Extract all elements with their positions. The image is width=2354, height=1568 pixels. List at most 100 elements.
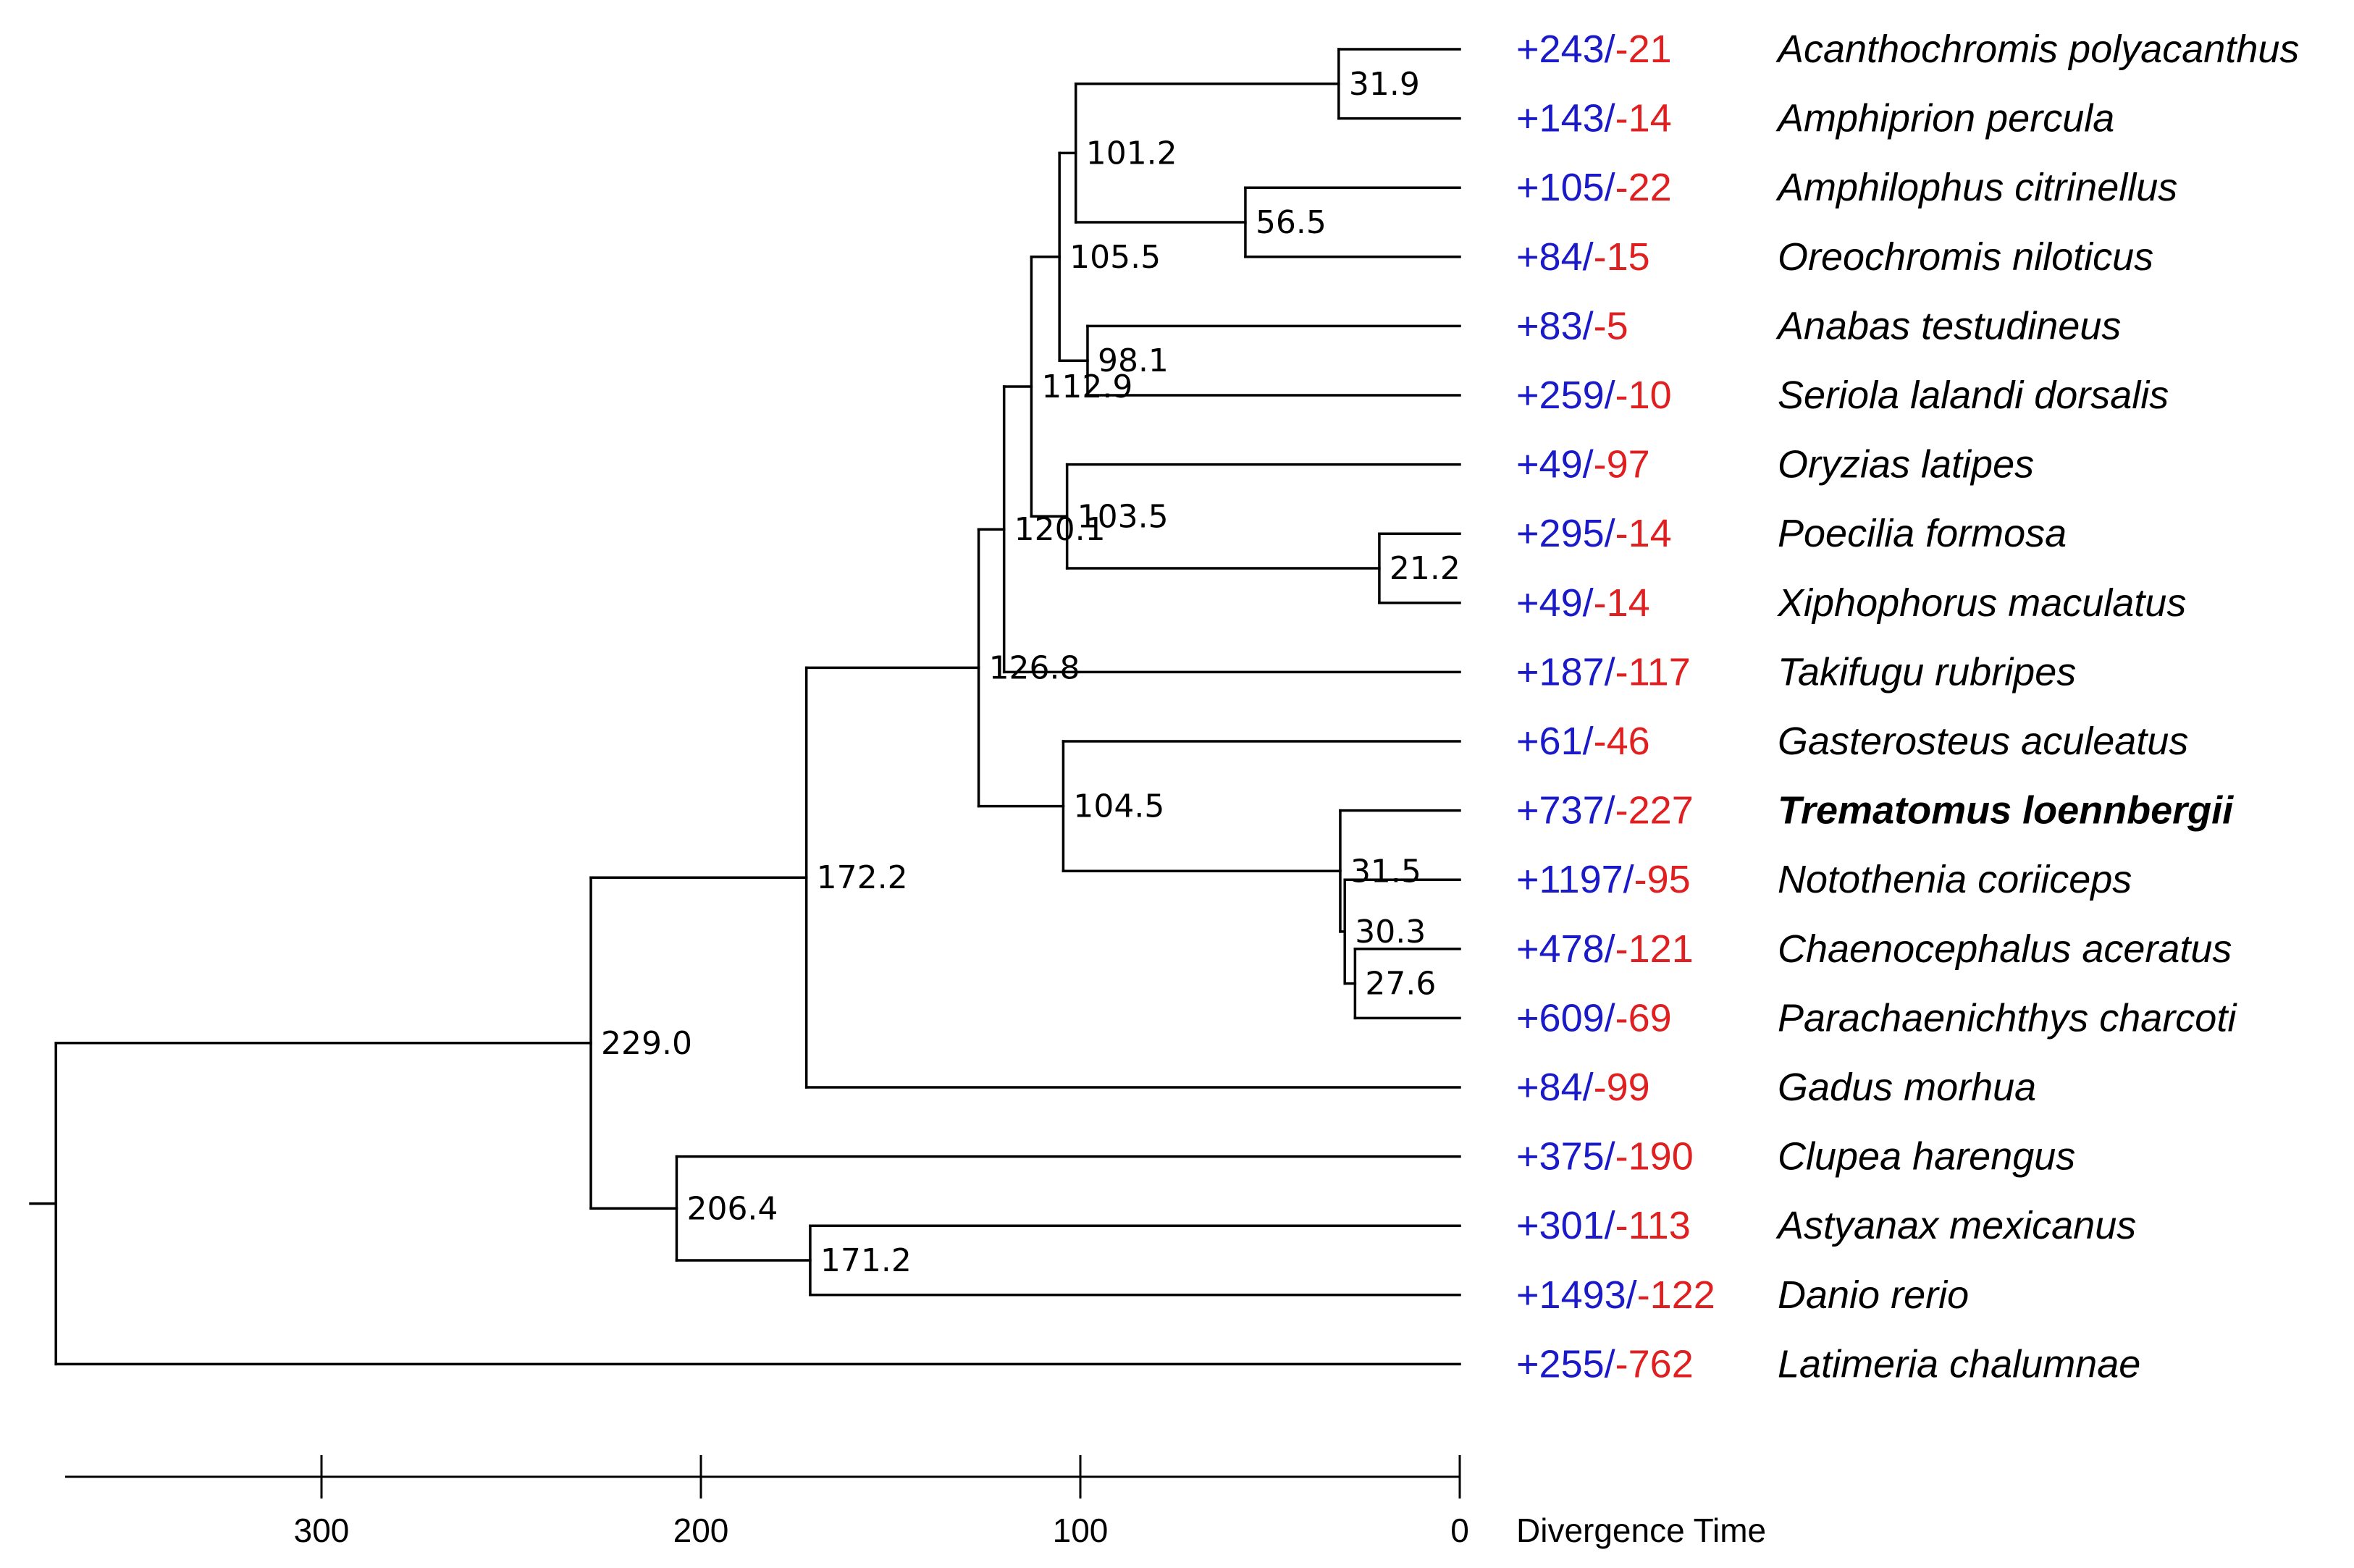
tip-clupea-harengus: +375/-190 Clupea harengus xyxy=(1516,1135,2075,1179)
gain-count: +478 xyxy=(1516,927,1605,971)
gene-family-counts: +49/-97 xyxy=(1516,443,1650,486)
gain-count: +1197 xyxy=(1516,858,1623,901)
count-separator: / xyxy=(1605,97,1615,140)
count-separator: / xyxy=(1605,374,1615,417)
gain-count: +49 xyxy=(1516,443,1583,486)
gene-family-counts: +243/-21 xyxy=(1516,28,1672,71)
axis-tick-label: 200 xyxy=(673,1512,729,1549)
species-name: Xiphophorus maculatus xyxy=(1776,581,2186,625)
node-age-label: 126.8 xyxy=(989,649,1080,686)
tip-gadus-morhua: +84/-99 Gadus morhua xyxy=(1516,1066,2036,1109)
gain-count: +143 xyxy=(1516,97,1605,140)
gene-family-counts: +1493/-122 xyxy=(1516,1273,1715,1317)
tip-acanthochromis-polyacanthus: +243/-21 Acanthochromis polyacanthus xyxy=(1516,28,2299,71)
gene-family-counts: +255/-762 xyxy=(1516,1342,1694,1386)
gene-family-counts: +61/-46 xyxy=(1516,720,1650,763)
gain-count: +301 xyxy=(1516,1204,1605,1247)
species-name: Acanthochromis polyacanthus xyxy=(1775,28,2299,71)
tree-branches xyxy=(29,48,1461,1366)
gain-count: +83 xyxy=(1516,304,1583,347)
count-separator: / xyxy=(1605,1342,1615,1386)
species-name: Anabas testudineus xyxy=(1775,304,2121,347)
gene-family-counts: +84/-99 xyxy=(1516,1066,1650,1109)
count-separator: / xyxy=(1605,1135,1615,1179)
tip-amphilophus-citrinellus: +105/-22 Amphilophus citrinellus xyxy=(1516,166,2177,209)
axis-tick-label: 100 xyxy=(1053,1512,1109,1549)
node-age-label: 27.6 xyxy=(1365,966,1436,1003)
axis-tick-label: 300 xyxy=(294,1512,350,1549)
node-age-label: 104.5 xyxy=(1073,788,1164,825)
gain-count: +61 xyxy=(1516,720,1583,763)
node-age-label: 101.2 xyxy=(1086,135,1177,172)
gene-family-counts: +143/-14 xyxy=(1516,97,1672,140)
count-separator: / xyxy=(1583,304,1594,347)
gain-count: +49 xyxy=(1516,581,1583,625)
gene-family-counts: +49/-14 xyxy=(1516,581,1650,625)
gain-count: +609 xyxy=(1516,996,1605,1040)
gain-count: +84 xyxy=(1516,1066,1583,1109)
tip-labels: +243/-21 Acanthochromis polyacanthus+143/… xyxy=(1516,28,2299,1386)
loss-count: -190 xyxy=(1615,1135,1694,1179)
node-age-label: 21.2 xyxy=(1390,550,1460,587)
loss-count: -99 xyxy=(1594,1066,1650,1109)
gain-count: +737 xyxy=(1516,789,1605,833)
tip-gasterosteus-aculeatus: +61/-46 Gasterosteus aculeatus xyxy=(1516,720,2188,763)
species-name: Notothenia coriiceps xyxy=(1778,858,2132,901)
node-age-label: 171.2 xyxy=(820,1242,912,1279)
tip-chaenocephalus-aceratus: +478/-121 Chaenocephalus aceratus xyxy=(1516,927,2232,971)
count-separator: / xyxy=(1583,1066,1594,1109)
count-separator: / xyxy=(1583,581,1594,625)
count-separator: / xyxy=(1583,443,1594,486)
loss-count: -122 xyxy=(1637,1273,1715,1317)
gain-count: +255 xyxy=(1516,1342,1605,1386)
species-name: Amphilophus citrinellus xyxy=(1775,166,2177,209)
count-separator: / xyxy=(1605,512,1615,555)
tip-xiphophorus-maculatus: +49/-14 Xiphophorus maculatus xyxy=(1516,581,2186,625)
count-separator: / xyxy=(1605,166,1615,209)
species-name: Astyanax mexicanus xyxy=(1775,1204,2136,1247)
node-age-label: 31.9 xyxy=(1349,66,1420,103)
gene-family-counts: +187/-117 xyxy=(1516,650,1691,694)
tip-oreochromis-niloticus: +84/-15 Oreochromis niloticus xyxy=(1516,235,2153,279)
count-separator: / xyxy=(1583,235,1594,279)
node-age-label: 30.3 xyxy=(1355,914,1426,951)
tip-amphiprion-percula: +143/-14 Amphiprion percula xyxy=(1516,97,2114,140)
loss-count: -121 xyxy=(1615,927,1694,971)
count-separator: / xyxy=(1605,789,1615,833)
node-age-label: 206.4 xyxy=(686,1190,778,1227)
gain-count: +375 xyxy=(1516,1135,1605,1179)
node-age-label: 112.9 xyxy=(1041,368,1132,405)
tip-astyanax-mexicanus: +301/-113 Astyanax mexicanus xyxy=(1516,1204,2136,1247)
node-age-label: 56.5 xyxy=(1256,204,1327,241)
tip-trematomus-loennbergii: +737/-227 Trematomus loennbergii xyxy=(1516,789,2234,833)
loss-count: -762 xyxy=(1615,1342,1694,1386)
node-age-label: 103.5 xyxy=(1077,498,1169,535)
loss-count: -227 xyxy=(1615,789,1694,833)
species-name: Latimeria chalumnae xyxy=(1778,1342,2140,1386)
tip-anabas-testudineus: +83/-5 Anabas testudineus xyxy=(1516,304,2121,347)
count-separator: / xyxy=(1605,927,1615,971)
gain-count: +295 xyxy=(1516,512,1605,555)
gene-family-counts: +609/-69 xyxy=(1516,996,1672,1040)
gene-family-counts: +259/-10 xyxy=(1516,374,1672,417)
tip-poecilia-formosa: +295/-14 Poecilia formosa xyxy=(1516,512,2067,555)
tip-latimeria-chalumnae: +255/-762 Latimeria chalumnae xyxy=(1516,1342,2140,1386)
species-name: Gadus morhua xyxy=(1778,1066,2036,1109)
loss-count: -46 xyxy=(1594,720,1650,763)
node-age-labels: 31.9 56.5 101.2 98.1 105.5 21.2 103.5 112.9 120.… xyxy=(601,66,1460,1279)
species-name: Oreochromis niloticus xyxy=(1778,235,2153,279)
loss-count: -10 xyxy=(1615,374,1672,417)
species-name: Oryzias latipes xyxy=(1778,443,2034,486)
loss-count: -97 xyxy=(1594,443,1650,486)
loss-count: -22 xyxy=(1615,166,1672,209)
species-name: Gasterosteus aculeatus xyxy=(1778,720,2188,763)
gain-count: +1493 xyxy=(1516,1273,1626,1317)
species-name: Poecilia formosa xyxy=(1778,512,2067,555)
species-name: Amphiprion percula xyxy=(1775,97,2114,140)
loss-count: -15 xyxy=(1594,235,1650,279)
gene-family-counts: +84/-15 xyxy=(1516,235,1650,279)
species-name: Parachaenichthys charcoti xyxy=(1778,996,2237,1040)
node-age-label: 105.5 xyxy=(1069,239,1161,276)
gain-count: +259 xyxy=(1516,374,1605,417)
